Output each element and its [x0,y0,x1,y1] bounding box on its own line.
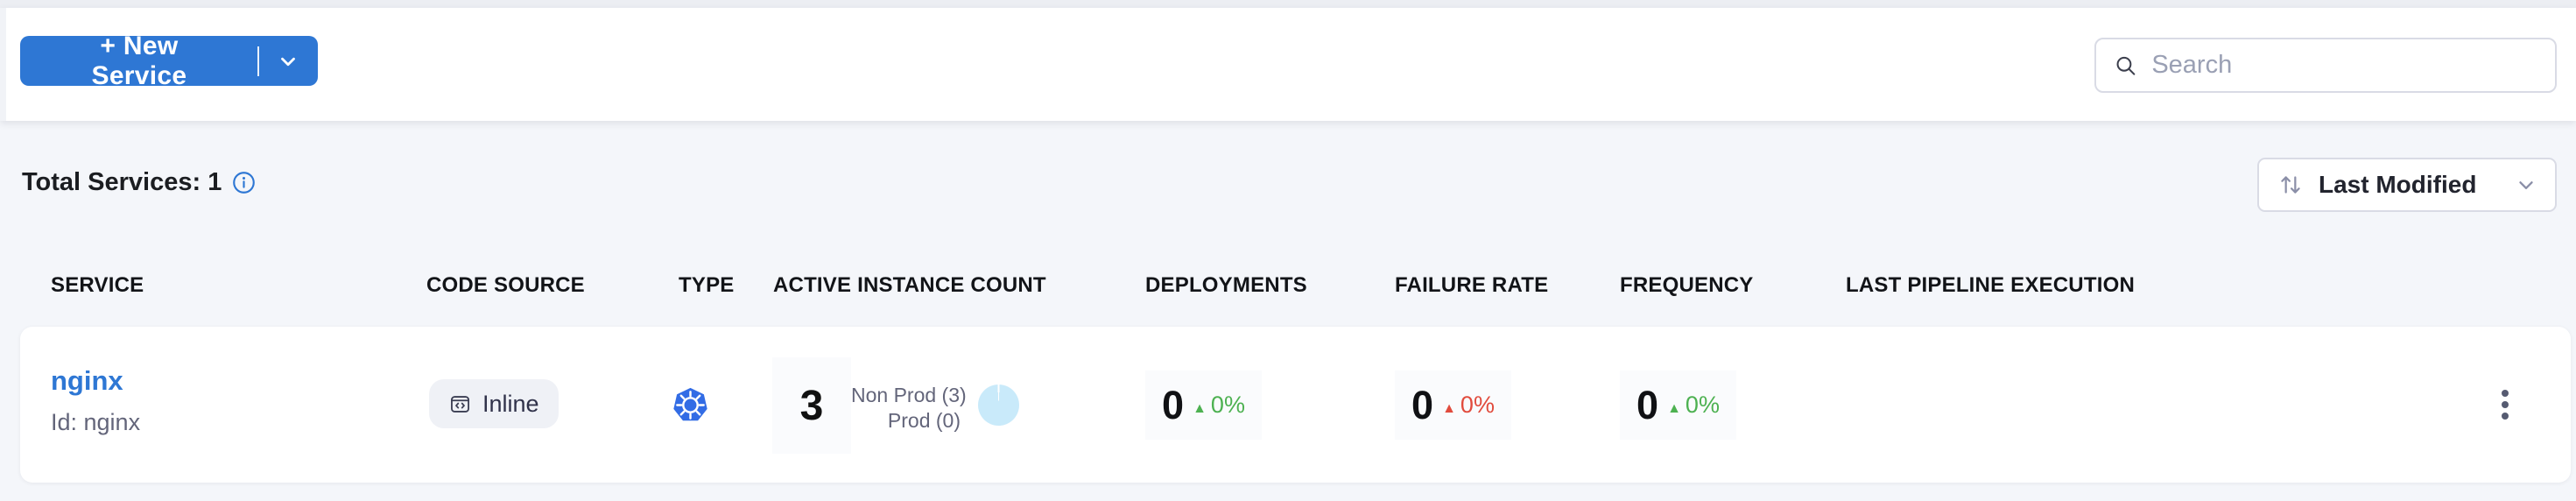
inline-store-icon [451,395,469,413]
failure-rate-value: 0 [1411,382,1434,427]
code-source-label: Inline [482,390,539,417]
trend-up-icon: ▲ [1667,401,1681,416]
service-name-link[interactable]: nginx [51,365,123,396]
column-header-frequency: FREQUENCY [1620,273,1754,297]
kubernetes-icon [673,387,707,421]
frequency-change: 0% [1685,392,1720,418]
non-prod-count: Non Prod (3) [851,384,967,406]
instance-distribution-pie [978,385,1019,426]
column-header-service: SERVICE [51,273,144,297]
row-menu-button[interactable] [2482,378,2528,432]
deployments-stat: 0 ▲ 0% [1145,370,1262,440]
sort-arrows-icon [2281,176,2300,194]
frequency-stat: 0 ▲ 0% [1620,370,1736,440]
kebab-icon [2502,401,2509,408]
failure-rate-stat: 0 ▲ 0% [1395,370,1511,440]
top-strip [0,0,2576,8]
frequency-value: 0 [1636,382,1659,427]
chevron-down-icon [2519,181,2533,189]
search-input[interactable] [2151,51,2537,80]
deployments-value: 0 [1162,382,1185,427]
new-service-dropdown-button[interactable] [259,36,318,86]
service-id: Id: nginx [51,409,141,435]
search-box [2094,38,2557,93]
active-instance-count-value: 3 [799,382,824,429]
column-header-failure-rate: FAILURE RATE [1395,273,1549,297]
left-gutter [0,8,6,121]
trend-up-icon: ▲ [1193,401,1207,416]
active-instance-count-tile: 3 [772,357,851,454]
kebab-icon [2502,413,2509,420]
column-header-active-instance-count: ACTIVE INSTANCE COUNT [773,273,1046,297]
deployments-change: 0% [1210,392,1245,418]
code-source-badge: Inline [429,379,559,428]
info-icon[interactable] [232,171,256,194]
total-services: Total Services: 1 [22,168,256,197]
sort-selected-value: Last Modified [2319,171,2477,198]
column-header-deployments: DEPLOYMENTS [1145,273,1307,297]
column-header-last-pipeline-execution: LAST PIPELINE EXECUTION [1846,273,2135,297]
page-toolbar: + New Service [0,8,2576,121]
sort-dropdown[interactable]: Last Modified [2257,158,2557,212]
search-icon [2116,56,2136,75]
table-row[interactable]: nginx Id: nginx Inline 3 Non Pro [20,327,2571,483]
trend-up-icon: ▲ [1442,401,1456,416]
new-service-label: + New Service [91,31,187,90]
column-header-code-source: CODE SOURCE [426,273,585,297]
button-divider [257,46,259,76]
prod-count: Prod (0) [887,409,961,432]
environment-breakdown: Non Prod (3) Prod (0) [851,383,967,434]
failure-rate-change: 0% [1460,392,1495,418]
column-header-type: TYPE [679,273,735,297]
chevron-down-icon [281,57,296,66]
total-services-label: Total Services: 1 [22,168,222,196]
kebab-icon [2502,390,2509,397]
new-service-button[interactable]: + New Service [20,32,318,90]
